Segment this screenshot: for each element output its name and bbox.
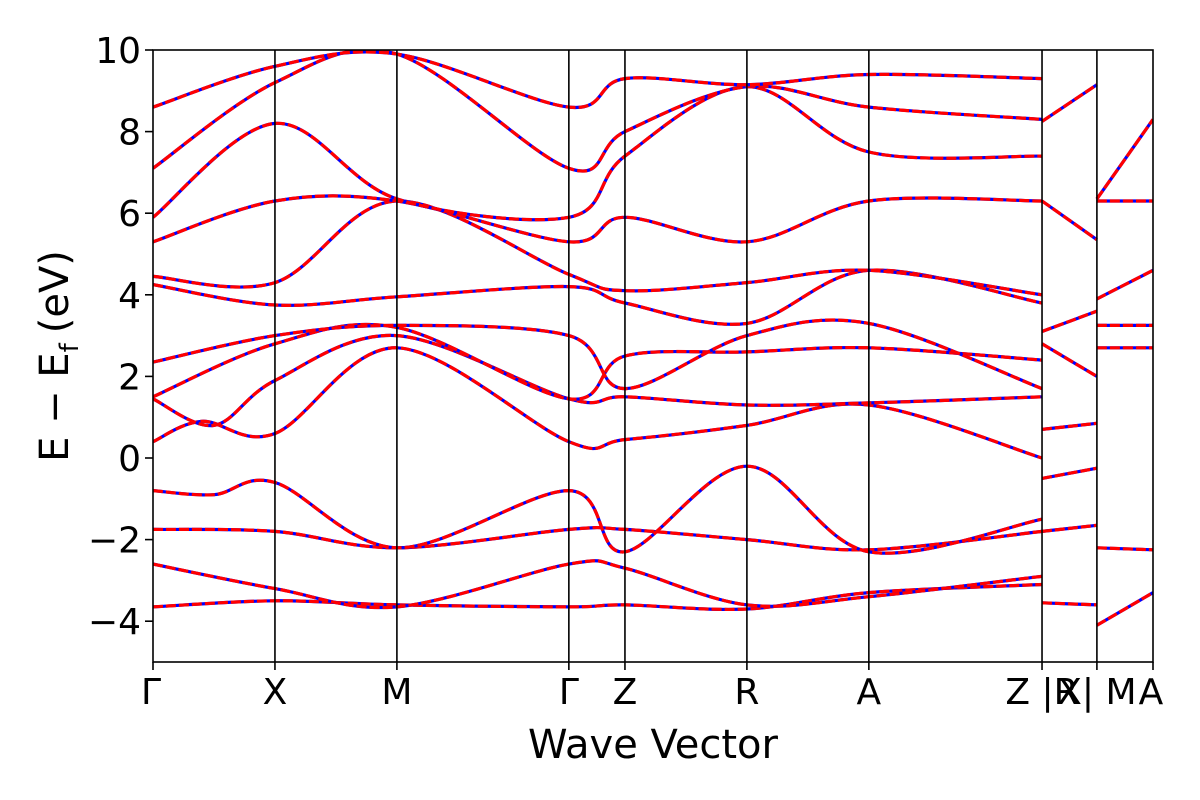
y-axis-label: E − Ef (eV) [32,250,85,462]
bands-layer [153,50,1153,627]
kpoint-lines [274,50,1098,662]
band-line-model [1096,268,1153,301]
x-axis-label: Wave Vector [528,722,779,768]
y-tick-label: 2 [118,357,141,398]
band-line-model [153,322,1043,401]
band-line-model [1041,199,1098,242]
y-axis-label-sub: f [55,342,85,352]
y-tick-label: 10 [95,31,141,72]
band-line-model [1095,118,1153,200]
y-tick-label: 8 [118,113,141,154]
band-line-model [1041,601,1097,607]
x-tick-label: X [263,672,288,713]
y-tick-label: 6 [118,194,141,235]
x-tick-label: R [734,672,759,713]
band-line-model [1096,591,1153,627]
y-tick-label: 4 [118,276,141,317]
x-tick-label: Γ [559,672,579,713]
band-line-model [153,464,1043,555]
band-line-model [153,50,1043,173]
y-axis-label-main: E − E [32,352,78,462]
x-tick-label: X| M [1057,672,1136,713]
x-tick-label: A [857,672,882,713]
band-line-model [1041,421,1098,431]
y-axis-ticks: −4 −2 0 2 4 6 8 10 [88,31,153,643]
band-line-model [1041,309,1098,334]
y-tick-label: −4 [88,602,141,643]
x-tick-label: Z |R [1005,672,1078,713]
band-line-model [1041,523,1098,533]
band-line-model [1041,83,1098,123]
x-tick-label: Z [613,672,638,713]
x-tick-label: M [381,672,412,713]
plot-frame [152,49,1154,663]
y-axis-label-unit: (eV) [32,250,78,333]
x-tick-label: Γ [141,672,161,713]
x-tick-label: A [1139,672,1164,713]
y-tick-label: −2 [88,521,141,562]
band-line-model [1096,546,1153,552]
band-line-model [1041,342,1098,378]
band-line-model [153,85,1043,222]
band-line-model [1041,466,1098,480]
y-tick-label: 0 [118,439,141,480]
